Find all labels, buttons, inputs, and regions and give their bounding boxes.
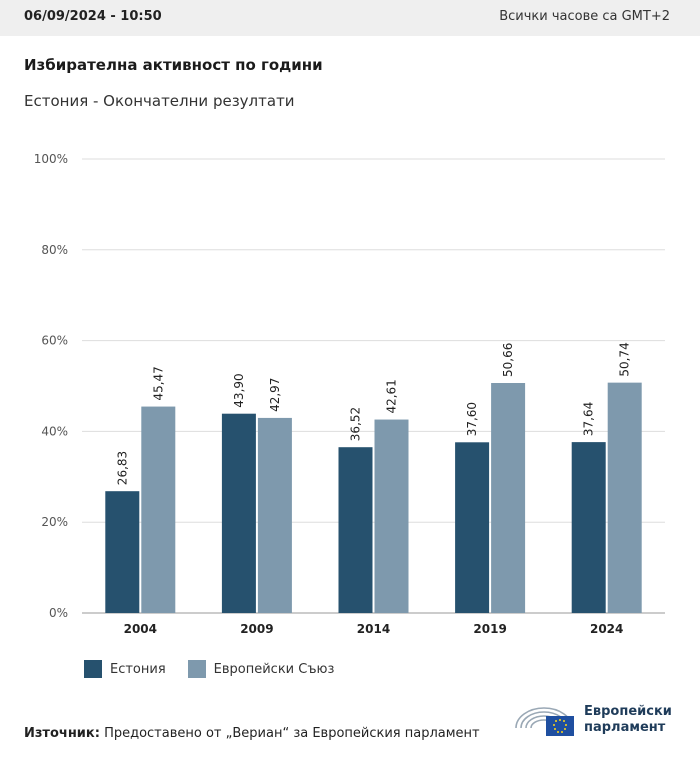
legend-swatch-estonia [84, 660, 102, 678]
data-label: 37,60 [465, 402, 479, 436]
legend-item-estonia: Естония [84, 660, 166, 678]
logo-line1: Европейски [584, 704, 672, 719]
data-label: 42,97 [268, 378, 282, 412]
bar-eu [257, 417, 292, 613]
y-tick-label: 80% [41, 243, 68, 257]
bar-estonia [221, 413, 256, 613]
bar-eu [374, 419, 409, 613]
bar-eu [607, 382, 642, 613]
ep-emblem-icon [515, 707, 574, 736]
legend-item-eu: Европейски Съюз [187, 660, 335, 678]
y-tick-label: 0% [49, 606, 68, 620]
legend-swatch-eu [187, 660, 206, 678]
data-label: 50,74 [618, 342, 632, 376]
source-label: Източник: [24, 726, 100, 741]
chart-title: Избирателна активност по години [24, 56, 323, 74]
bar-estonia [571, 442, 606, 613]
data-label: 43,90 [232, 373, 246, 407]
source-text: Предоставено от „Вериан“ за Европейския … [99, 726, 480, 741]
y-tick-label: 40% [41, 424, 68, 438]
datetime-label: 06/09/2024 - 10:50 [24, 9, 162, 24]
turnout-bar-chart: 0% 20% 40% 60% 80% 100% 26,83 45,47 2004 43,90 42,… [34, 152, 665, 636]
y-tick-label: 60% [41, 334, 68, 348]
data-label: 45,47 [151, 366, 165, 400]
x-tick-label: 2009 [240, 622, 273, 636]
x-tick-label: 2004 [124, 622, 157, 636]
bar-estonia [455, 442, 490, 613]
data-label: 37,64 [582, 402, 596, 436]
chart-subtitle: Естония - Окончателни резултати [24, 92, 295, 110]
ep-logo: Европейски парламент [512, 700, 672, 740]
x-tick-label: 2014 [357, 622, 390, 636]
legend-label-eu: Европейски Съюз [213, 661, 335, 677]
legend-label-estonia: Естония [110, 661, 166, 677]
x-tick-label: 2019 [473, 622, 506, 636]
bar-estonia [105, 491, 140, 613]
y-tick-label: 20% [41, 515, 68, 529]
source-note: Източник: Предоставено от „Вериан“ за Ев… [24, 726, 480, 741]
y-tick-label: 100% [34, 152, 68, 166]
data-label: 26,83 [115, 451, 129, 485]
x-tick-label: 2024 [590, 622, 623, 636]
logo-line2: парламент [584, 720, 666, 735]
timezone-note: Всички часове са GMT+2 [499, 9, 670, 24]
chart-legend: Естония Европейски Съюз [84, 660, 356, 678]
data-label: 50,66 [501, 343, 515, 377]
bar-estonia [338, 447, 373, 613]
bar-eu [141, 406, 176, 613]
data-label: 42,61 [385, 379, 399, 413]
data-label: 36,52 [349, 407, 363, 441]
bar-eu [491, 383, 526, 613]
top-bar: 06/09/2024 - 10:50 Всички часове са GMT+… [0, 0, 700, 36]
